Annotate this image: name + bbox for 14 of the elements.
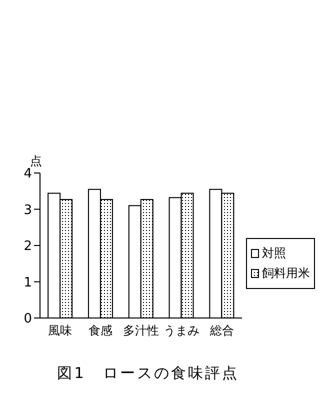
x-tick-label: 風味 (48, 324, 72, 338)
legend-label: 飼料用米 (262, 265, 310, 282)
x-tick-label: 総合 (208, 324, 234, 338)
x-tick-label: 食感 (88, 324, 113, 338)
y-tick-label: 2 (24, 239, 32, 254)
text: 図1 ロースの食味評点 (56, 364, 240, 383)
x-tick-label: うまみ (163, 324, 200, 338)
y-tick-label: 4 (24, 166, 32, 182)
y-tick-label: 1 (24, 275, 32, 290)
legend-label: 対照 (262, 245, 286, 262)
y-axis-title: 点 (30, 154, 42, 168)
x-tick-label: 多汁性 (123, 324, 159, 338)
y-tick-label: 3 (24, 202, 32, 218)
y-tick-label: 0 (24, 312, 32, 327)
